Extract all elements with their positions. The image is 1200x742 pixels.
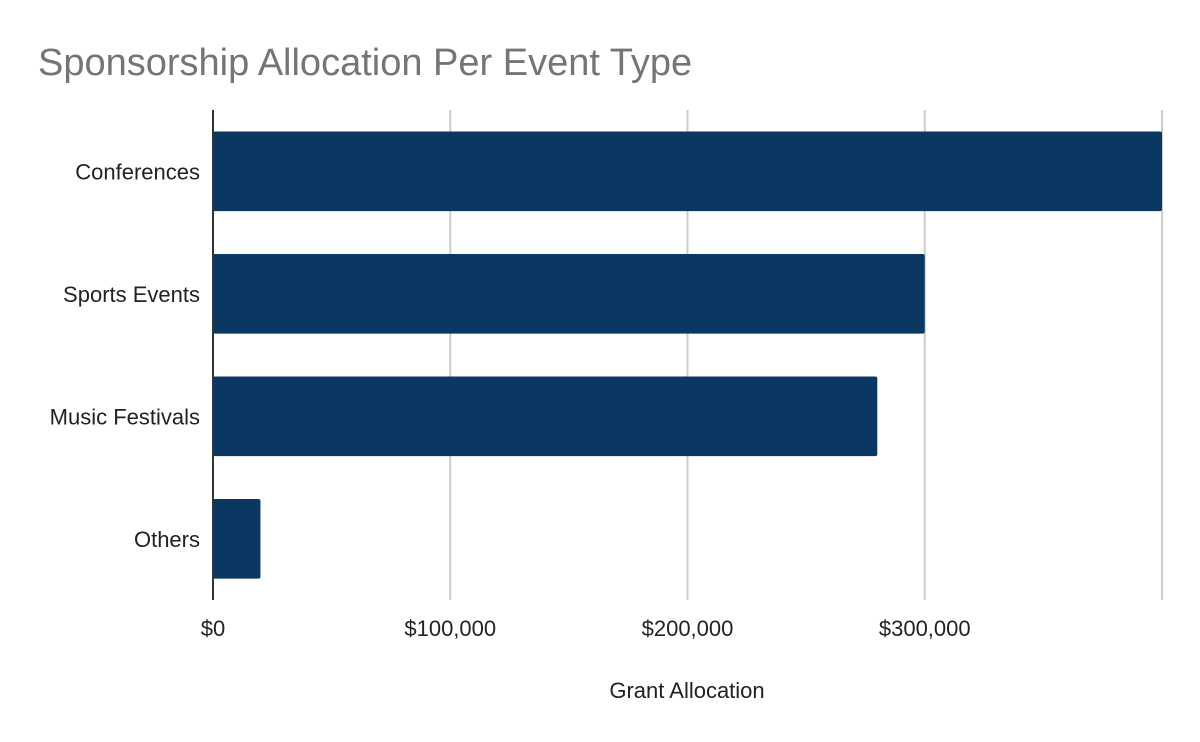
x-tick-label: $0 xyxy=(201,616,225,641)
y-tick-label: Sports Events xyxy=(63,282,200,307)
x-tick-label: $100,000 xyxy=(404,616,496,641)
x-tick-label: $300,000 xyxy=(879,616,971,641)
bar-conferences xyxy=(213,131,1162,212)
bar-others xyxy=(213,498,261,579)
bar-music-festivals xyxy=(213,376,878,457)
bar-sports-events xyxy=(213,253,925,334)
bars xyxy=(213,131,1162,579)
x-axis-title: Grant Allocation xyxy=(609,678,764,703)
x-tick-label: $200,000 xyxy=(642,616,734,641)
chart-title: Sponsorship Allocation Per Event Type xyxy=(38,42,692,84)
y-tick-label: Others xyxy=(134,527,200,552)
tick-labels: Conferences Sports Events Music Festivals O… xyxy=(50,159,971,641)
y-tick-label: Conferences xyxy=(75,159,200,184)
y-tick-label: Music Festivals xyxy=(50,404,200,429)
